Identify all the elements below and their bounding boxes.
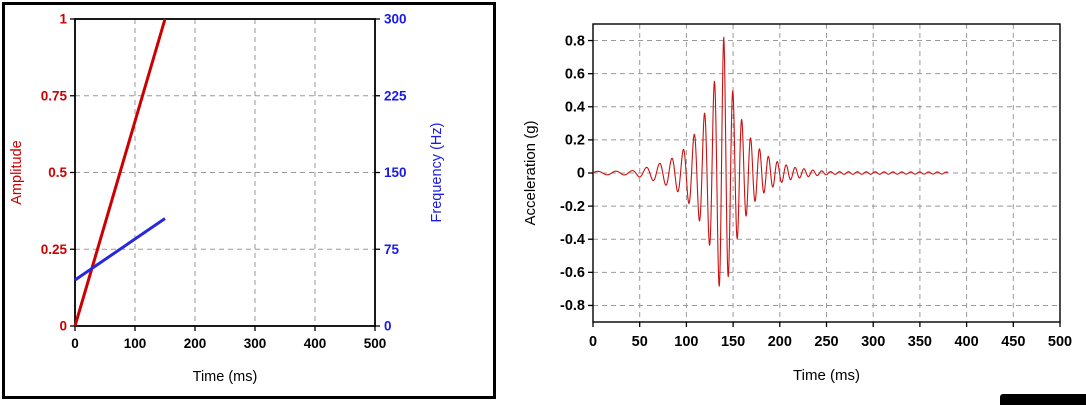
y-tick-label: 0.6 [565, 66, 585, 82]
left-axis-title: Acceleration (g) [522, 120, 539, 225]
x-tick-label: 400 [304, 336, 327, 351]
x-tick-label: 200 [768, 334, 792, 350]
sweep-chart-panel: 0 100 200 300 400 500 0 0.25 0.5 0.75 1 0 75 150 225 30… [2, 2, 496, 399]
x-axis-title: Time (ms) [193, 369, 258, 385]
y-tick-label: 0.75 [41, 88, 68, 103]
y2-tick-label: 75 [384, 242, 400, 257]
x-tick-label: 500 [364, 336, 387, 351]
y-tick-label: 0.4 [565, 99, 585, 115]
series-frequency-ramp [74, 217, 166, 282]
x-tick-label: 250 [814, 334, 838, 350]
x-tick-label: 100 [124, 336, 147, 351]
bottom-right-black-bar [1000, 394, 1086, 405]
x-tick-label: 150 [721, 334, 745, 350]
x-tick-label: 300 [861, 334, 885, 350]
acceleration-chart: 0 50 100 150 200 250 300 350 400 450 500 -0.8 -0.6 -0… [522, 23, 1072, 384]
x-tick-label: 0 [71, 336, 79, 351]
x-axis-title: Time (ms) [793, 367, 860, 384]
y-tick-label: 1 [59, 12, 67, 27]
y2-tick-label: 300 [384, 12, 407, 27]
x-tick-label: 300 [244, 336, 267, 351]
y2-tick-label: 225 [384, 88, 407, 103]
right-axis-title: Frequency (Hz) [429, 123, 445, 223]
y-tick-label: 0 [59, 319, 67, 334]
x-tick-label: 400 [954, 334, 978, 350]
x-tick-label: 100 [674, 334, 698, 350]
y-tick-label: -0.2 [560, 199, 585, 215]
x-tick-label: 0 [589, 334, 597, 350]
y-tick-label: -0.6 [560, 265, 585, 281]
y-tick-label: 0.8 [565, 33, 585, 49]
y-tick-label: -0.4 [560, 232, 585, 248]
wavelet-chart-panel: 0 50 100 150 200 250 300 350 400 450 500 -0.8 -0.6 -0… [505, 0, 1086, 405]
x-tick-label: 50 [632, 334, 648, 350]
x-tick-label: 350 [908, 334, 932, 350]
y-tick-label: -0.8 [560, 298, 585, 314]
y-tick-label: 0.25 [41, 242, 68, 257]
series-acceleration [592, 36, 949, 287]
y-tick-label: 0.2 [565, 133, 585, 149]
sweep-chart: 0 100 200 300 400 500 0 0.25 0.5 0.75 1 0 75 150 225 30… [9, 12, 445, 385]
series-amplitude-ramp [73, 18, 167, 327]
y2-tick-label: 0 [384, 319, 392, 334]
x-tick-label: 500 [1048, 334, 1072, 350]
y-tick-label: 0 [577, 166, 585, 182]
x-tick-label: 450 [1001, 334, 1025, 350]
y-tick-label: 0.5 [48, 165, 67, 180]
left-axis-title: Amplitude [9, 140, 25, 204]
x-tick-label: 200 [184, 336, 207, 351]
y2-tick-label: 150 [384, 165, 407, 180]
